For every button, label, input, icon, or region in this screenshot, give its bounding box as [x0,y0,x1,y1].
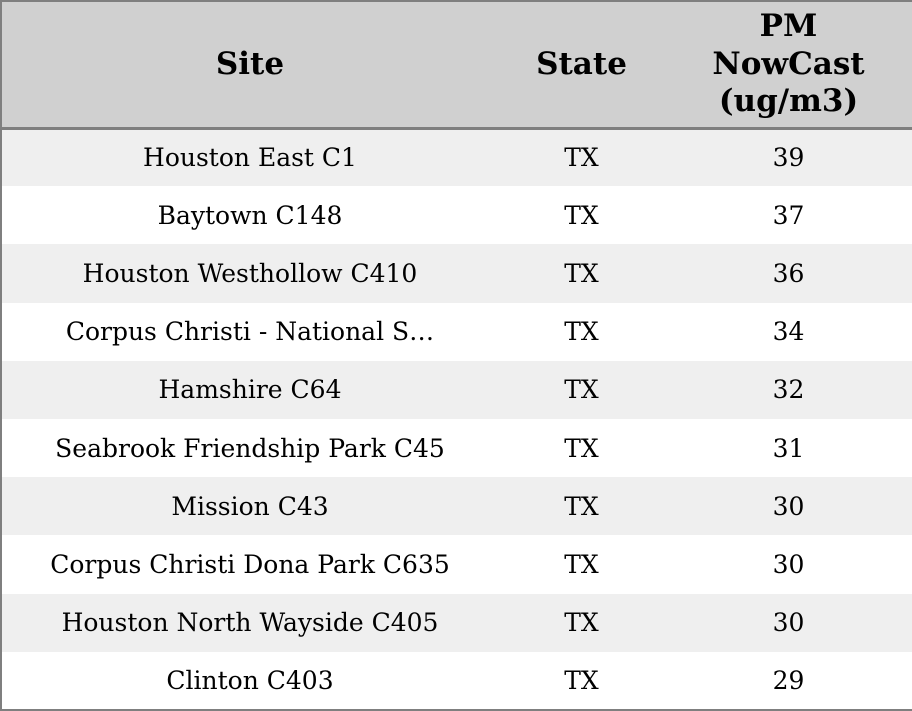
table-row: Mission C43 TX 30 [1,477,912,536]
table-cell-site: Clinton C403 [166,665,334,695]
table-cell-pm: 34 [772,317,805,347]
table-cell-state: TX [564,375,599,405]
table-row: Baytown C148 TX 37 [1,186,912,245]
table-cell-site: Hamshire C64 [158,375,342,405]
table-body: Houston East C1 TX 39 Baytown C148 TX 37 Houst… [1,128,912,710]
table-row: Corpus Christi Dona Park C635 TX 30 [1,535,912,594]
table-cell-site: Mission C43 [171,491,329,521]
table-cell-pm: 32 [772,375,805,405]
column-header-site: Site [1,1,498,130]
table-cell-site: Houston Westhollow C410 [82,258,418,288]
column-header-pm-nowcast: PM NowCast (ug/m3) [665,1,912,130]
table-row: Houston Westhollow C410 TX 36 [1,244,912,303]
table-cell-state: TX [564,665,599,695]
table-cell-pm: 29 [772,665,805,695]
table-cell-state: TX [564,317,599,347]
table-cell-site: Corpus Christi - National S… [65,317,435,347]
table-cell-state: TX [564,258,599,288]
table-row: Seabrook Friendship Park C45 TX 31 [1,418,912,478]
column-header-state: State [498,1,665,130]
table-row: Clinton C403 TX 29 [1,651,912,710]
table-cell-state: TX [564,143,599,173]
table-row: Houston North Wayside C405 TX 30 [1,593,912,652]
table-row: Houston East C1 TX 39 [1,128,912,187]
table-cell-pm: 30 [772,491,805,521]
table-cell-site: Baytown C148 [157,200,343,230]
table-row: Corpus Christi - National S… TX 34 [1,302,912,361]
table-cell-site: Seabrook Friendship Park C45 [55,433,445,463]
table-cell-state: TX [564,549,599,579]
table-cell-state: TX [564,491,599,521]
table-cell-state: TX [564,433,599,463]
table-cell-site: Houston East C1 [143,143,357,173]
table-cell-pm: 37 [772,200,805,230]
table-header-row: Site State PM NowCast (ug/m3) [1,1,912,130]
table-header: Site State PM NowCast (ug/m3) [1,1,912,130]
table-cell-pm: 36 [772,258,805,288]
table-cell-state: TX [564,200,599,230]
table-cell-pm: 30 [772,608,805,638]
table-cell-pm: 31 [772,433,805,463]
table-cell-site: Corpus Christi Dona Park C635 [50,549,450,579]
table-row: Hamshire C64 TX 32 [1,360,912,419]
table-cell-state: TX [564,608,599,638]
table-cell-site: Houston North Wayside C405 [61,608,439,638]
table-cell-pm: 30 [772,549,805,579]
table-cell-pm: 39 [772,143,805,173]
